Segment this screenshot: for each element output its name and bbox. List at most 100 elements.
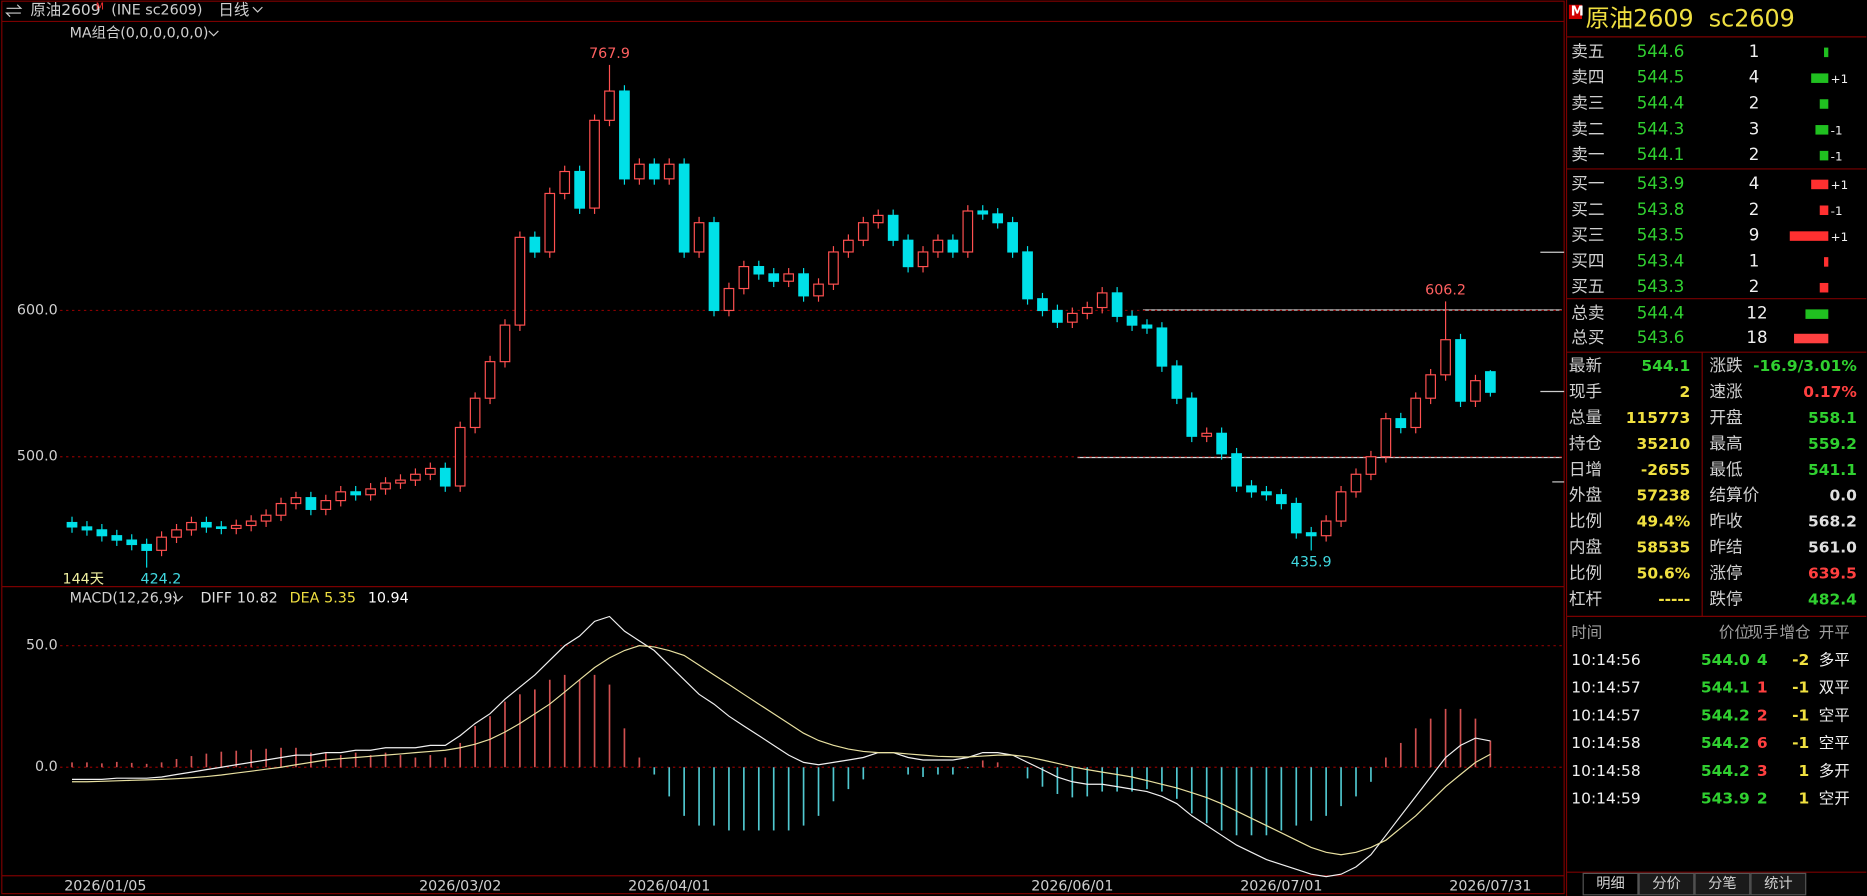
stat-label: 外盘 bbox=[1569, 486, 1602, 505]
book-volume: 2 bbox=[1749, 277, 1760, 296]
trade-price: 544.0 bbox=[1701, 651, 1750, 669]
candle-body bbox=[768, 273, 780, 282]
trade-type: 空平 bbox=[1819, 734, 1850, 752]
candle-body bbox=[156, 536, 167, 551]
candle-body bbox=[1037, 298, 1048, 312]
trade-qty: 6 bbox=[1757, 734, 1768, 752]
tab[interactable]: 分笔 bbox=[1708, 875, 1737, 892]
candle-body bbox=[738, 265, 750, 290]
legend-name: DEA bbox=[290, 591, 320, 607]
candle-body bbox=[723, 287, 735, 312]
volume-bar bbox=[1789, 231, 1829, 241]
candle-body bbox=[693, 222, 705, 253]
candle-body bbox=[171, 529, 182, 538]
stat-value: -16.9/3.01% bbox=[1753, 357, 1857, 375]
trade-header: 开平 bbox=[1819, 624, 1850, 642]
x-tick-label: 2026/06/01 bbox=[1031, 878, 1113, 894]
candle-body bbox=[902, 239, 914, 268]
candle-body bbox=[499, 324, 511, 363]
candle-body bbox=[992, 213, 1004, 224]
switch-icon[interactable] bbox=[5, 4, 23, 18]
tab-bg[interactable] bbox=[1694, 872, 1751, 896]
stat-label: 昨结 bbox=[1709, 538, 1742, 557]
book-label: 卖五 bbox=[1571, 42, 1604, 61]
candle-body bbox=[320, 500, 332, 510]
stat-value: 0.0 bbox=[1829, 487, 1857, 505]
ma-legend[interactable]: MA组合(0,0,0,0,0,0) bbox=[70, 24, 209, 41]
book-price: 543.3 bbox=[1637, 277, 1685, 296]
candle-body bbox=[574, 170, 585, 209]
candle-body bbox=[813, 283, 824, 297]
book-change: +1 bbox=[1831, 230, 1849, 244]
stat-label: 最新 bbox=[1569, 356, 1602, 375]
stat-label: 最低 bbox=[1709, 460, 1743, 479]
macd-line bbox=[72, 615, 1491, 878]
macd-title[interactable]: MACD(12,26,9) bbox=[70, 591, 178, 607]
trade-qty: 1 bbox=[1757, 679, 1768, 697]
stat-label: 跌停 bbox=[1709, 589, 1742, 608]
candle-body bbox=[872, 214, 884, 224]
candle-body bbox=[1052, 309, 1063, 323]
dropdown-icon[interactable] bbox=[172, 595, 184, 602]
trade-change: -1 bbox=[1792, 706, 1809, 724]
stat-value: 2 bbox=[1680, 383, 1691, 401]
candle-body bbox=[1201, 432, 1213, 437]
badge-bg bbox=[1568, 4, 1582, 20]
stat-label: 总量 bbox=[1569, 408, 1602, 427]
candle-body bbox=[186, 521, 197, 531]
symbol-name[interactable]: 原油2609 bbox=[30, 1, 100, 19]
book-price: 544.6 bbox=[1637, 42, 1685, 61]
period[interactable]: 日线 bbox=[218, 1, 249, 19]
trade-price: 544.1 bbox=[1701, 679, 1750, 697]
stat-value: 35210 bbox=[1637, 435, 1691, 453]
book-volume: 9 bbox=[1749, 226, 1760, 245]
tab-bg[interactable] bbox=[1638, 872, 1695, 896]
volume-bar bbox=[1819, 150, 1829, 161]
tab[interactable]: 分价 bbox=[1652, 875, 1681, 892]
candle-body bbox=[932, 239, 944, 253]
tab[interactable]: 明细 bbox=[1596, 875, 1625, 892]
total-label: 总买 bbox=[1571, 328, 1604, 347]
candle-body bbox=[260, 514, 272, 522]
trade-price: 544.2 bbox=[1701, 762, 1750, 780]
trade-qty: 3 bbox=[1757, 762, 1768, 780]
candle-body bbox=[559, 170, 571, 195]
x-tick-label: 2026/04/01 bbox=[628, 878, 710, 894]
dropdown-icon[interactable] bbox=[252, 6, 263, 13]
tab[interactable]: 统计 bbox=[1764, 875, 1793, 892]
book-change: -1 bbox=[1831, 149, 1843, 163]
candle-body bbox=[201, 521, 212, 528]
stat-value: 639.5 bbox=[1808, 565, 1857, 583]
chart-frame bbox=[1, 0, 1565, 895]
stat-value: 558.1 bbox=[1808, 409, 1857, 427]
candle-body bbox=[335, 491, 347, 502]
candle-body bbox=[245, 520, 257, 527]
candle-body bbox=[1126, 315, 1138, 326]
stat-value: ----- bbox=[1658, 590, 1690, 608]
tab-bg[interactable] bbox=[1750, 872, 1807, 896]
x-tick-label: 2026/01/05 bbox=[64, 878, 146, 894]
volume-bar bbox=[1811, 179, 1829, 190]
candle-body bbox=[962, 210, 974, 253]
y-tick-label: 50.0 bbox=[26, 638, 58, 654]
stat-label: 比例 bbox=[1569, 564, 1602, 583]
dropdown-icon[interactable] bbox=[208, 30, 219, 37]
candle-body bbox=[977, 210, 989, 215]
x-tick-label: 2026/03/02 bbox=[419, 878, 501, 894]
book-price: 543.8 bbox=[1637, 200, 1685, 219]
stat-value: 58535 bbox=[1637, 539, 1691, 557]
tab-bg[interactable] bbox=[1582, 872, 1639, 896]
stat-label: 内盘 bbox=[1569, 538, 1602, 557]
legend-name: DIFF bbox=[201, 591, 233, 607]
book-label: 买一 bbox=[1571, 174, 1604, 193]
book-label: 买五 bbox=[1571, 277, 1604, 296]
trade-header: 现手 bbox=[1747, 624, 1778, 642]
macd-line bbox=[72, 645, 1491, 856]
stat-label: 最高 bbox=[1709, 434, 1742, 453]
stat-label: 结算价 bbox=[1709, 486, 1759, 505]
candle-body bbox=[828, 251, 839, 285]
candle-body bbox=[215, 526, 227, 529]
candle-body bbox=[514, 236, 526, 326]
book-volume: 4 bbox=[1749, 174, 1760, 193]
